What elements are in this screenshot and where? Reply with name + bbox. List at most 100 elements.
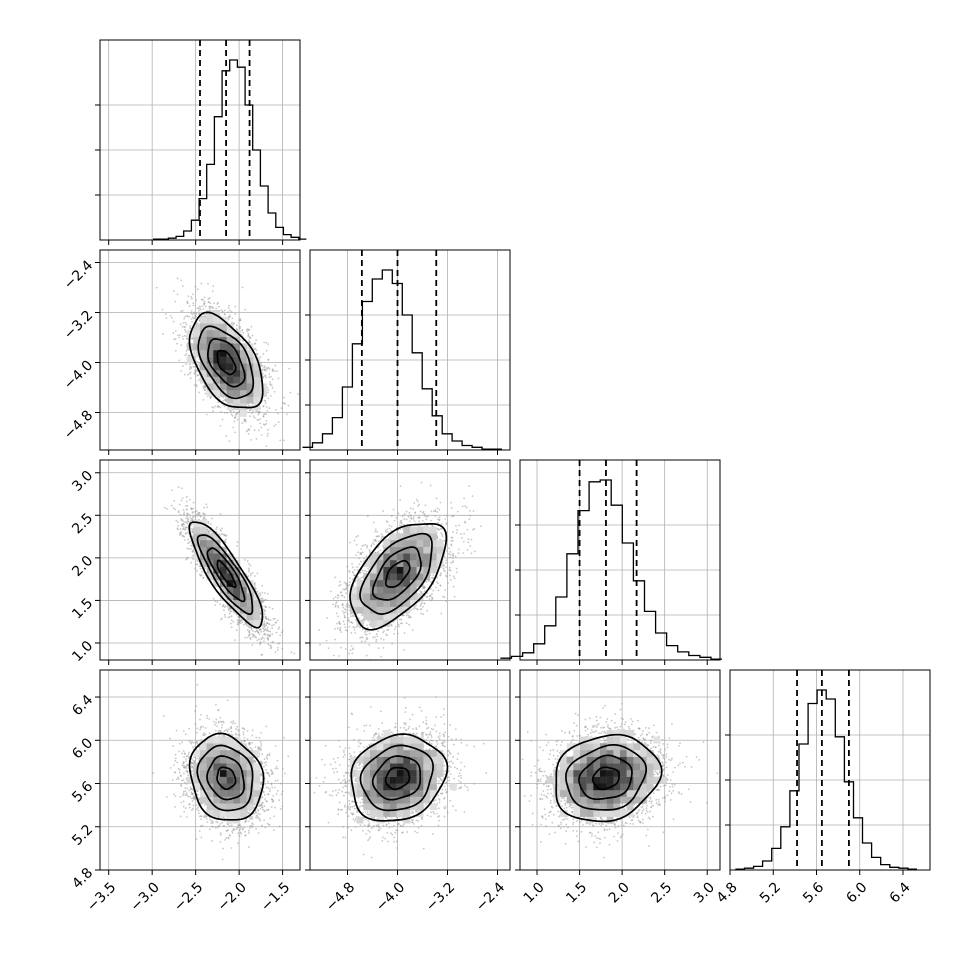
scatter-point [185, 353, 188, 355]
scatter-point [252, 415, 255, 418]
scatter-point [177, 486, 180, 489]
scatter-point [265, 445, 268, 448]
scatter-point [186, 522, 189, 525]
scatter-point [249, 341, 251, 344]
scatter-point [372, 539, 375, 541]
scatter-point [221, 418, 224, 421]
density-cell [226, 566, 234, 574]
density-cell [200, 533, 207, 541]
scatter-point [232, 426, 235, 429]
scatter-point [223, 614, 226, 616]
scatter-point [172, 331, 175, 334]
scatter-point [203, 506, 205, 509]
scatter-point [239, 622, 242, 625]
scatter-point [267, 428, 269, 431]
scatter-point [358, 563, 361, 566]
density-cell [240, 410, 247, 417]
scatter-point [465, 506, 468, 509]
scatter-point [260, 654, 263, 656]
scatter-point [189, 325, 192, 327]
scatter-point [346, 613, 349, 616]
density-cell [193, 323, 201, 331]
density-cell [253, 370, 261, 377]
scatter-point [206, 506, 208, 509]
scatter-point [184, 328, 186, 331]
scatter-point [189, 527, 192, 530]
scatter-point [191, 529, 194, 532]
scatter-point [347, 616, 350, 619]
scatter-point [203, 516, 205, 518]
scatter-point [187, 538, 189, 541]
scatter-point [220, 309, 223, 312]
density-cell [206, 370, 214, 377]
scatter-point [180, 344, 183, 347]
density-cell [253, 606, 261, 614]
density-cell [253, 600, 261, 607]
scatter-point [425, 518, 428, 521]
scatter-point [423, 602, 426, 605]
scatter-point [332, 597, 335, 600]
scatter-point [374, 528, 377, 531]
scatter-point [187, 354, 190, 357]
panel-1-1 [310, 250, 510, 450]
density-cell [226, 356, 234, 364]
scatter-point [423, 514, 426, 517]
scatter-point [364, 631, 366, 633]
scatter-point [274, 621, 277, 624]
scatter-point [207, 282, 210, 285]
scatter-point [161, 308, 164, 311]
scatter-point [276, 649, 279, 651]
scatter-point [192, 515, 195, 518]
scatter-point [247, 403, 249, 406]
scatter-point [187, 373, 189, 376]
scatter-point [186, 515, 189, 518]
density-cell [200, 363, 207, 371]
scatter-point [279, 439, 282, 442]
scatter-point [247, 567, 250, 570]
scatter-point [257, 631, 260, 634]
density-cell [233, 396, 241, 404]
density-cell [206, 383, 214, 391]
scatter-point [273, 424, 276, 427]
scatter-point [181, 309, 184, 312]
scatter-point [271, 607, 274, 610]
scatter-point [436, 511, 439, 513]
scatter-point [262, 608, 265, 611]
scatter-point [235, 327, 238, 330]
density-cell [233, 606, 241, 614]
density-cell [246, 396, 254, 404]
scatter-point [201, 305, 204, 308]
scatter-point [398, 524, 401, 527]
scatter-point [256, 590, 259, 593]
scatter-point [221, 310, 224, 313]
scatter-point [165, 317, 168, 320]
scatter-point [244, 308, 247, 311]
scatter-point [262, 415, 265, 418]
scatter-point [184, 532, 187, 535]
scatter-point [262, 624, 264, 627]
scatter-point [259, 418, 262, 420]
scatter-point [248, 409, 251, 411]
density-cell [200, 540, 207, 547]
scatter-point [270, 384, 273, 387]
scatter-point [265, 406, 268, 408]
scatter-point [248, 635, 251, 637]
density-cell [246, 600, 254, 607]
scatter-point [251, 334, 254, 337]
scatter-point [222, 399, 225, 402]
scatter-point [184, 325, 187, 328]
scatter-point [181, 487, 183, 490]
scatter-point [204, 517, 206, 520]
density-cell [233, 600, 241, 607]
scatter-point [204, 392, 207, 395]
scatter-point [195, 312, 197, 315]
density-cell [220, 383, 227, 391]
density-cell [226, 350, 234, 357]
scatter-point [236, 412, 238, 415]
scatter-point [189, 516, 192, 518]
scatter-point [260, 361, 262, 364]
scatter-point [273, 624, 275, 626]
scatter-point [219, 603, 221, 605]
scatter-point [261, 636, 264, 639]
scatter-point [281, 629, 284, 632]
